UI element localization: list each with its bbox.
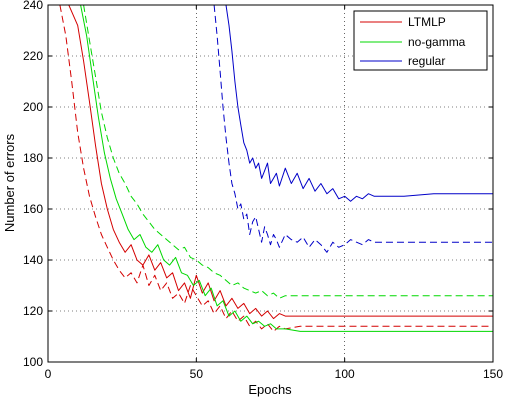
x-tick-label: 100 xyxy=(335,367,355,381)
plot-frame xyxy=(47,4,494,363)
legend: LTMLP no-gamma regular xyxy=(353,10,488,71)
x-axis-title: Epochs xyxy=(248,382,292,397)
legend-label-ltmlp: LTMLP xyxy=(408,15,446,29)
legend-item-ltmlp: LTMLP xyxy=(360,15,446,29)
y-tick-label: 160 xyxy=(23,202,43,216)
legend-item-no-gamma: no-gamma xyxy=(360,35,466,49)
y-tick-label: 140 xyxy=(23,253,43,267)
legend-box xyxy=(353,10,488,71)
series-line-regular-dashed xyxy=(213,5,493,253)
y-tick-label: 100 xyxy=(23,355,43,369)
series-line-no-gamma-dashed xyxy=(83,5,493,299)
y-tick-label: 180 xyxy=(23,151,43,165)
x-tick-label: 0 xyxy=(45,367,52,381)
legend-item-regular: regular xyxy=(360,54,445,68)
axis-ticks xyxy=(47,4,494,363)
series-layer xyxy=(59,5,493,332)
y-tick-labels: 100 120 140 160 180 200 220 240 xyxy=(23,0,43,369)
series-line-no-gamma-solid xyxy=(80,5,493,332)
legend-label-no-gamma: no-gamma xyxy=(408,35,466,49)
y-axis-title: Number of errors xyxy=(2,133,17,232)
series-line-ltmlp-dashed xyxy=(59,5,493,332)
series-line-ltmlp-solid xyxy=(68,5,493,320)
y-tick-label: 240 xyxy=(23,0,43,12)
x-tick-label: 50 xyxy=(190,367,204,381)
series-line-regular-solid xyxy=(225,5,493,202)
y-tick-label: 200 xyxy=(23,100,43,114)
y-tick-label: 220 xyxy=(23,49,43,63)
y-tick-label: 120 xyxy=(23,304,43,318)
legend-label-regular: regular xyxy=(408,54,445,68)
x-tick-label: 150 xyxy=(483,367,503,381)
x-tick-labels: 0 50 100 150 xyxy=(45,367,504,381)
